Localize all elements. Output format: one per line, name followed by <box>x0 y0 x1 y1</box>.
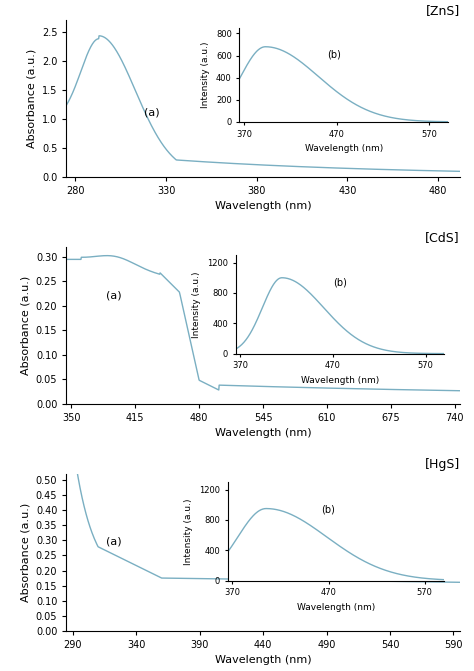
Y-axis label: Absorbance (a.u.): Absorbance (a.u.) <box>26 49 36 148</box>
X-axis label: Wavelength (nm): Wavelength (nm) <box>215 656 311 666</box>
Text: [CdS]: [CdS] <box>425 231 460 244</box>
Text: [ZnS]: [ZnS] <box>426 4 460 17</box>
Y-axis label: Absorbance (a.u.): Absorbance (a.u.) <box>20 276 30 375</box>
Text: [HgS]: [HgS] <box>425 458 460 471</box>
X-axis label: Wavelength (nm): Wavelength (nm) <box>215 428 311 438</box>
Y-axis label: Absorbance (a.u.): Absorbance (a.u.) <box>20 503 30 602</box>
X-axis label: Wavelength (nm): Wavelength (nm) <box>215 201 311 211</box>
Text: (a): (a) <box>106 291 121 301</box>
Text: (a): (a) <box>106 537 121 547</box>
Text: (a): (a) <box>144 108 160 118</box>
